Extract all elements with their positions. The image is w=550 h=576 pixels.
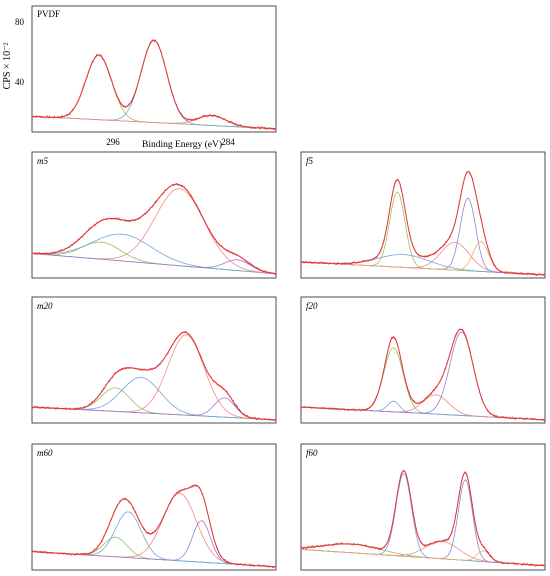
panel-pvdf-ytick-80: 80 (15, 17, 25, 27)
fitted-envelope (32, 485, 276, 568)
panel-pvdf: PVDF CPS × 10⁻² 80 40 296 284 Binding En… (2, 5, 277, 150)
component-peak-1 (301, 543, 546, 567)
component-peak-5 (300, 241, 546, 276)
component-peak-4 (31, 253, 277, 275)
panel-m20: m20 (31, 296, 277, 424)
component-peak-3 (31, 334, 277, 421)
component-peak-4 (32, 520, 277, 568)
panel-pvdf-xtick-284: 284 (221, 137, 235, 147)
component-peak-4 (300, 479, 546, 567)
component-peak-2 (32, 511, 277, 568)
panel-f20-plot (300, 328, 546, 422)
panel-f5-label: f5 (306, 156, 314, 166)
panel-f20-label: f20 (306, 301, 318, 311)
fitted-envelope (300, 328, 546, 421)
panel-m5-plot (31, 182, 277, 276)
panel-f60-label: f60 (306, 448, 318, 458)
component-peak-3 (32, 492, 277, 568)
panel-m60: m60 (31, 443, 277, 571)
measured-spectrum (31, 484, 277, 568)
fitted-envelope (32, 39, 277, 130)
panel-m60-frame (31, 443, 277, 571)
panel-pvdf-xtick-296: 296 (106, 137, 120, 147)
measured-spectrum (31, 330, 277, 422)
panel-m60-plot (31, 484, 277, 568)
component-peak-3 (31, 188, 277, 275)
panel-pvdf-ylabel: CPS × 10⁻² (2, 43, 13, 90)
fitted-envelope (32, 183, 276, 275)
fitted-envelope (300, 171, 546, 276)
panel-m20-plot (31, 330, 277, 422)
measured-spectrum (31, 182, 277, 276)
panel-f5-frame (300, 151, 546, 279)
fitted-envelope (31, 331, 277, 421)
panel-f60-frame (300, 443, 546, 571)
component-peak-1 (32, 536, 277, 568)
panel-pvdf-ytick-40: 40 (15, 77, 25, 87)
panel-m20-label: m20 (37, 301, 53, 311)
measured-spectrum (300, 170, 546, 276)
component-peak-2 (300, 254, 546, 276)
fitted-envelope (301, 470, 545, 567)
panel-pvdf-plot (31, 39, 277, 131)
component-peak-1 (31, 387, 277, 421)
measured-spectrum (300, 328, 546, 422)
panel-f20: f20 (300, 296, 546, 424)
measured-spectrum (31, 39, 277, 131)
component-peak-2 (31, 233, 277, 275)
component-peak-2 (31, 40, 277, 130)
panel-pvdf-frame (31, 5, 277, 133)
panel-f60-plot (300, 470, 546, 567)
panel-f20-frame (300, 296, 546, 424)
panel-m5: m5 (31, 151, 277, 279)
panel-m5-frame (31, 151, 277, 279)
panel-m5-label: m5 (37, 156, 48, 166)
component-peak-2 (300, 400, 546, 421)
panel-pvdf-label: PVDF (37, 9, 60, 19)
panel-pvdf-xlabel: Binding Energy (eV) (142, 139, 222, 150)
panel-f60: f60 (300, 443, 546, 571)
component-peak-3 (300, 394, 546, 421)
panel-m60-label: m60 (37, 448, 53, 458)
component-peak-4 (300, 331, 546, 421)
panel-m20-frame (31, 296, 277, 424)
component-peak-1 (31, 54, 277, 130)
panel-f5: f5 (300, 151, 546, 279)
panel-f5-plot (300, 170, 546, 276)
